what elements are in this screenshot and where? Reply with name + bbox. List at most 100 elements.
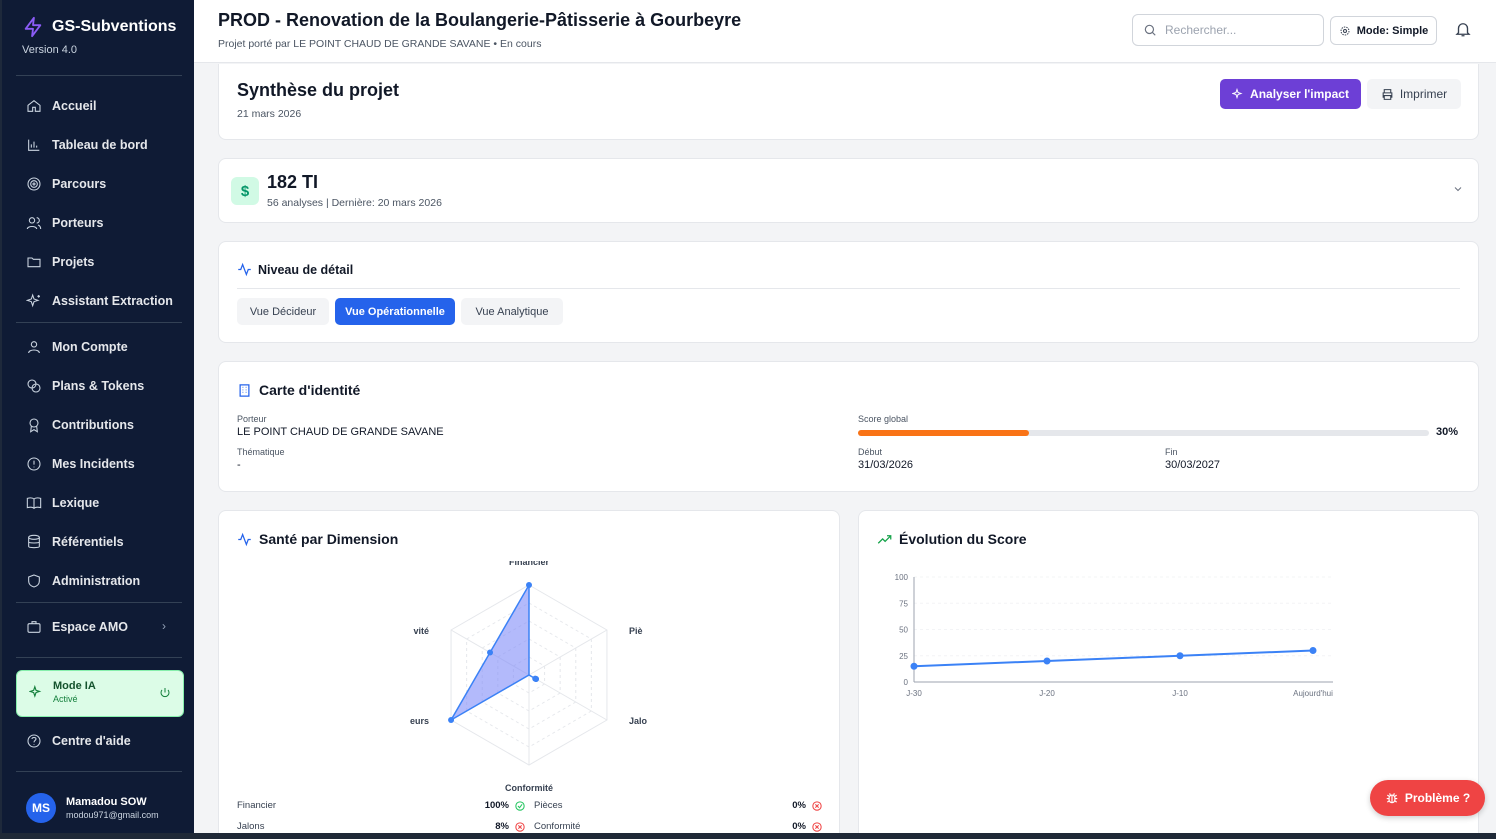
nav-label: Projets xyxy=(52,255,95,269)
x-tick-label: Aujourd'hui xyxy=(1293,689,1333,698)
nav-item-contributions[interactable]: Contributions xyxy=(26,415,134,435)
user-icon xyxy=(28,341,40,354)
divider xyxy=(16,771,182,772)
dimension-label: Conformité xyxy=(534,821,581,832)
brand[interactable]: GS-Subventions Version 4.0 xyxy=(22,16,176,56)
mode-ia-status: Activé xyxy=(53,694,78,704)
ti-card[interactable]: $ 182 TI 56 analyses | Dernière: 20 mars… xyxy=(218,158,1479,223)
lightning-icon xyxy=(24,16,42,38)
nav-item-accueil[interactable]: Accueil xyxy=(26,96,96,116)
view-analytique-button[interactable]: Vue Analytique xyxy=(461,298,563,325)
sante-title: Santé par Dimension xyxy=(259,531,399,547)
print-button[interactable]: Imprimer xyxy=(1367,79,1461,109)
nav-item-espace-amo[interactable]: Espace AMO xyxy=(26,617,176,637)
print-label: Imprimer xyxy=(1399,87,1448,101)
nav-item-referentiels[interactable]: Référentiels xyxy=(26,532,124,552)
chevron-down-icon[interactable] xyxy=(1452,183,1464,195)
power-icon[interactable] xyxy=(159,687,171,699)
nav-item-plans-tokens[interactable]: Plans & Tokens xyxy=(26,376,144,396)
user-profile[interactable]: MS Mamadou SOW modou971@gmail.com xyxy=(26,793,159,823)
nav-item-administration[interactable]: Administration xyxy=(26,571,140,591)
ti-meta: 56 analyses | Dernière: 20 mars 2026 xyxy=(267,197,442,209)
series-line xyxy=(913,649,1314,668)
score-label: Score global xyxy=(858,414,909,424)
briefcase-icon xyxy=(27,621,41,633)
niveau-title: Niveau de détail xyxy=(258,262,354,277)
y-tick-label: 50 xyxy=(899,626,908,635)
dimension-label: Pièces xyxy=(534,800,563,811)
radar-chart: Financier Piè Jalo Conformité eurs vité xyxy=(410,561,647,793)
radar-axis-label: Piè xyxy=(629,626,643,636)
user-name: Mamadou SOW xyxy=(66,796,147,808)
avatar: MS xyxy=(26,793,56,823)
help-circle-icon xyxy=(27,734,41,748)
nav-label: Lexique xyxy=(52,496,100,510)
x-tick-label: J-10 xyxy=(1172,689,1188,698)
radar-point xyxy=(448,717,455,723)
mode-button[interactable]: Mode: Simple xyxy=(1330,16,1437,45)
gear-icon xyxy=(1340,26,1350,35)
porteur-value: LE POINT CHAUD DE GRANDE SAVANE xyxy=(237,426,444,438)
analyse-impact-button[interactable]: Analyser l'impact xyxy=(1220,79,1361,109)
nav-label: Espace AMO xyxy=(52,620,128,634)
radar-point xyxy=(487,649,494,656)
coins-icon xyxy=(27,379,41,393)
bug-icon xyxy=(1386,793,1398,804)
nav-label: Assistant Extraction xyxy=(52,294,173,308)
nav-label: Parcours xyxy=(52,177,107,191)
radar-axis-label: Conformité xyxy=(505,783,553,793)
brand-title: GS-Subventions xyxy=(52,18,177,35)
nav-item-mon-compte[interactable]: Mon Compte xyxy=(26,337,128,357)
view-operationnelle-button[interactable]: Vue Opérationnelle xyxy=(335,298,455,325)
users-icon xyxy=(26,217,42,230)
printer-icon xyxy=(1382,88,1393,100)
report-problem-button[interactable]: Problème ? xyxy=(1370,780,1485,816)
debut-label: Début xyxy=(858,447,883,457)
data-point xyxy=(1309,647,1317,654)
search-input[interactable] xyxy=(1165,23,1315,37)
nav-label: Porteurs xyxy=(52,216,104,230)
carte-title: Carte d'identité xyxy=(259,382,361,398)
thematique-label: Thématique xyxy=(237,447,285,457)
nav-item-tableau-de-bord[interactable]: Tableau de bord xyxy=(26,135,148,155)
view-decideur-button[interactable]: Vue Décideur xyxy=(237,298,329,325)
nav-label: Contributions xyxy=(52,418,134,432)
bar-chart-icon xyxy=(28,139,40,151)
nav-item-projets[interactable]: Projets xyxy=(26,252,94,272)
nav-item-centre-aide[interactable]: Centre d'aide xyxy=(26,731,131,751)
radar-point xyxy=(526,582,532,588)
chevron-right-icon[interactable]: › xyxy=(162,619,166,633)
nav-item-porteurs[interactable]: Porteurs xyxy=(26,213,103,233)
y-tick-label: 25 xyxy=(899,652,908,661)
data-point xyxy=(1043,657,1051,665)
trending-up-icon xyxy=(877,534,892,544)
mode-ia-title: Mode IA xyxy=(53,680,96,692)
ti-value: 182 TI xyxy=(267,172,319,192)
page-title: PROD - Renovation de la Boulangerie-Pâti… xyxy=(218,10,742,30)
nav-label: Mon Compte xyxy=(52,340,128,354)
dimension-label: Jalons xyxy=(237,821,265,832)
y-tick-label: 0 xyxy=(904,678,909,687)
thematique-value: - xyxy=(237,459,241,471)
divider xyxy=(16,322,182,323)
nav-item-parcours[interactable]: Parcours xyxy=(26,174,106,194)
score-value: 30% xyxy=(1436,426,1459,438)
x-circle-icon xyxy=(812,822,822,832)
nav-label: Mes Incidents xyxy=(52,457,135,471)
radar-axis-label: Financier xyxy=(509,561,550,567)
nav-item-lexique[interactable]: Lexique xyxy=(26,493,99,513)
alert-circle-icon xyxy=(27,457,41,471)
data-point xyxy=(910,662,918,670)
brand-version: Version 4.0 xyxy=(22,44,78,56)
carte-identite-card: Carte d'identité Porteur LE POINT CHAUD … xyxy=(218,361,1479,492)
nav-item-mes-incidents[interactable]: Mes Incidents xyxy=(26,454,135,474)
bell-icon[interactable] xyxy=(1454,20,1472,38)
check-circle-icon xyxy=(515,801,525,811)
nav-item-assistant-extraction[interactable]: Assistant Extraction xyxy=(26,291,173,311)
mode-ia-toggle[interactable]: Mode IA Activé xyxy=(16,670,184,717)
synthese-card: Synthèse du projet 21 mars 2026 Analyser… xyxy=(218,64,1479,140)
score-progress-fill xyxy=(858,430,1030,436)
search-box[interactable] xyxy=(1132,14,1324,46)
radar-axis xyxy=(528,674,608,721)
radar-point xyxy=(533,676,539,682)
